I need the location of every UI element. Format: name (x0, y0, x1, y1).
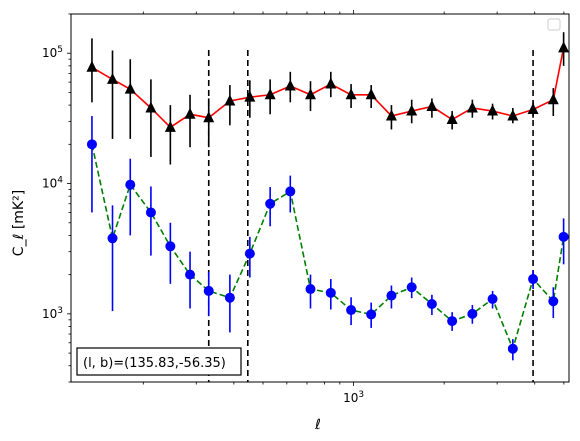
series-1-point-5 (185, 269, 196, 280)
legend (547, 18, 561, 31)
series-1-point-10 (285, 186, 296, 197)
series-0-point-3 (145, 101, 157, 113)
series-0-point-9 (264, 88, 276, 100)
series-1-point-22 (528, 274, 539, 285)
series-0-point-7 (224, 94, 236, 106)
series-1-point-20 (487, 294, 498, 305)
plot-area (86, 32, 570, 361)
series-1-point-24 (558, 231, 569, 242)
series-1-point-8 (244, 248, 255, 259)
series-0-point-11 (304, 88, 316, 100)
series-1-point-0 (86, 139, 97, 150)
series-1-point-11 (305, 284, 316, 295)
series-0-point-12 (325, 77, 337, 89)
series-0-point-19 (466, 101, 478, 113)
series-0-point-13 (345, 88, 357, 100)
series-1-point-18 (447, 316, 458, 327)
series-0-point-22 (527, 102, 539, 114)
series-1-point-1 (107, 233, 118, 244)
series-0-point-2 (124, 82, 136, 94)
series-1-point-15 (386, 290, 397, 301)
annotation-text: (l, b)=(135.83,-56.35) (83, 356, 226, 371)
y-axis-label: C_ℓ [mK²] (11, 190, 27, 256)
legend-box (547, 18, 561, 31)
series-0-point-0 (86, 60, 98, 72)
series-1-line (91, 144, 565, 352)
series-1-point-19 (467, 308, 478, 319)
series-1-point-17 (426, 299, 437, 310)
series-1 (86, 115, 569, 361)
coordinate-annotation: (l, b)=(135.83,-56.35) (76, 347, 242, 376)
series-1-point-23 (548, 296, 559, 307)
series-1-point-7 (224, 292, 235, 303)
series-0-point-21 (507, 109, 519, 121)
series-0-point-15 (385, 109, 397, 121)
series-0-point-23 (547, 93, 559, 105)
series-1-point-16 (406, 282, 417, 293)
series-1-point-12 (325, 287, 336, 298)
series-1-point-9 (265, 198, 276, 209)
series-1-point-3 (145, 207, 156, 218)
x-axis-label: ℓ (314, 417, 321, 433)
series-0-point-17 (426, 100, 438, 112)
plot-frame (70, 13, 570, 383)
y-tick-label: 103 (42, 306, 63, 321)
series-0-point-16 (406, 104, 418, 116)
series-0-point-4 (164, 120, 176, 132)
axes: 103 103 104 105 (42, 10, 570, 405)
series-1-point-6 (203, 285, 214, 296)
series-0-point-20 (487, 104, 499, 116)
series-0-point-1 (107, 72, 119, 84)
y-tick-label: 105 (42, 45, 63, 60)
x-tick-label: 103 (343, 390, 364, 405)
series-0-point-6 (203, 111, 215, 123)
y-tick-label: 104 (42, 176, 63, 191)
series-0-point-5 (184, 107, 196, 119)
series-0-point-18 (446, 113, 458, 125)
series-1-point-21 (507, 343, 518, 354)
annotation-box (76, 347, 242, 376)
series-0-point-14 (365, 88, 377, 100)
series-1-point-4 (165, 241, 176, 252)
series-0 (86, 32, 570, 165)
series-1-point-2 (125, 179, 136, 190)
series-0-point-10 (284, 79, 296, 91)
series-1-point-13 (346, 305, 357, 316)
series-1-point-14 (366, 309, 377, 320)
series-0-point-24 (558, 41, 570, 53)
series-0-point-8 (244, 90, 256, 102)
